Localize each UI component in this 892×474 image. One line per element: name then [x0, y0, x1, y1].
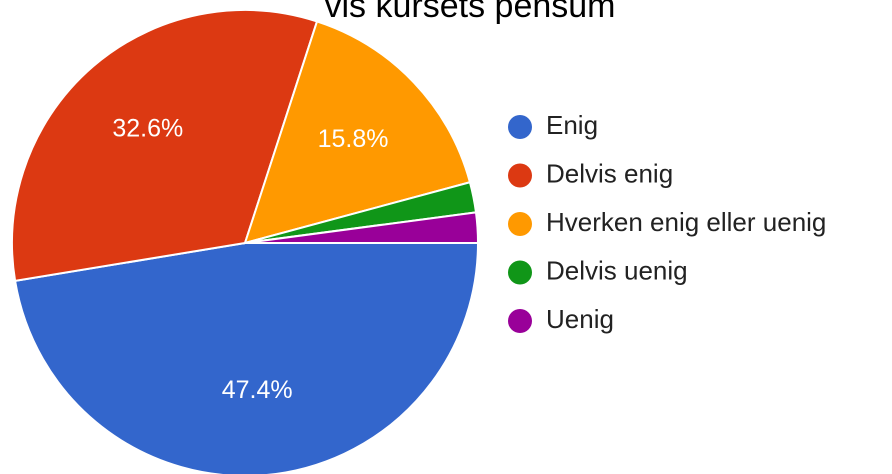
- pie-slice: [13, 242, 480, 474]
- pie-slice: [243, 20, 472, 245]
- legend-swatch: [508, 212, 532, 236]
- legend-swatch: [508, 309, 532, 333]
- slice-label: 47.4%: [222, 376, 293, 404]
- legend-swatch: [508, 260, 532, 285]
- pie-slice: [11, 9, 319, 283]
- pie-slice: [244, 211, 480, 244]
- legend-label: Delvis uenig: [546, 255, 688, 285]
- slice-label: 15.8%: [318, 125, 389, 153]
- legend-label: Hverken enig eller uenig: [546, 207, 826, 237]
- legend-swatch: [508, 163, 532, 188]
- legend-label: Enig: [546, 110, 598, 140]
- slice-label: 32.6%: [112, 115, 183, 143]
- legend-label: Uenig: [546, 304, 614, 334]
- legend-swatch: [508, 115, 532, 139]
- chart-title: vis kursets pensum: [325, 0, 616, 25]
- legend-label: Delvis enig: [546, 158, 673, 188]
